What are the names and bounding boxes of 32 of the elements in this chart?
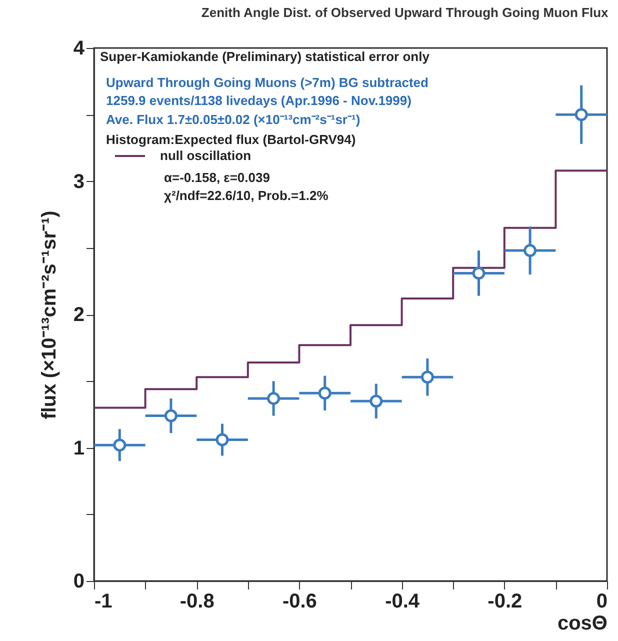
y-tick-label: 1: [73, 437, 84, 460]
x-axis-title: cosΘ: [557, 612, 608, 634]
annotation: χ²/ndf=22.6/10, Prob.=1.2%: [164, 188, 329, 203]
point: [267, 392, 280, 405]
x-tick-label: 0: [596, 590, 608, 612]
annotation: Ave. Flux 1.7±0.05±0.02 (×10⁻¹³cm⁻²s⁻¹sr⁻¹): [106, 112, 360, 127]
point: [164, 409, 178, 422]
annotation: α=-0.158, ε=0.039: [164, 170, 270, 185]
point: [318, 386, 332, 400]
y-axis-title: flux (×10⁻¹³cm⁻²s⁻¹sr⁻¹): [38, 210, 60, 420]
x-tick-label: -0.4: [385, 590, 420, 612]
legend-label: null oscillation: [160, 148, 252, 163]
y-tick-label: 3: [73, 170, 84, 193]
point: [370, 394, 383, 408]
chart-title: Zenith Angle Dist. of Observed Upward Through Going Muon Flux: [201, 5, 610, 20]
y-tick-label: 4: [73, 38, 86, 60]
point: [113, 438, 126, 452]
x-tick-label: -0.6: [282, 590, 317, 612]
point: [472, 266, 486, 280]
x-tick-label: -0.8: [180, 590, 214, 612]
point: [420, 370, 434, 384]
y-tick-label: 2: [73, 304, 84, 326]
x-tick-label: -1: [94, 590, 112, 612]
y-tick-label: 0: [73, 570, 84, 592]
point: [216, 433, 229, 446]
point: [574, 108, 588, 122]
annotation: Histogram:Expected flux (Bartol-GRV94): [106, 132, 356, 147]
annotation: 1259.9 events/1138 livedays (Apr.1996 - Nov.1999): [106, 93, 412, 108]
annotation: Upward Through Going Muons (>7m) BG subtracted: [106, 75, 429, 90]
point: [524, 244, 537, 258]
annotation: Super-Kamiokande (Preliminary) statistical error only: [100, 49, 430, 64]
x-tick-label: -0.2: [488, 590, 522, 612]
